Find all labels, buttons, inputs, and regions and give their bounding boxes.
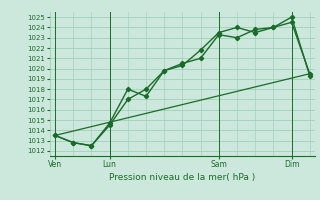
X-axis label: Pression niveau de la mer( hPa ): Pression niveau de la mer( hPa ): [109, 173, 256, 182]
